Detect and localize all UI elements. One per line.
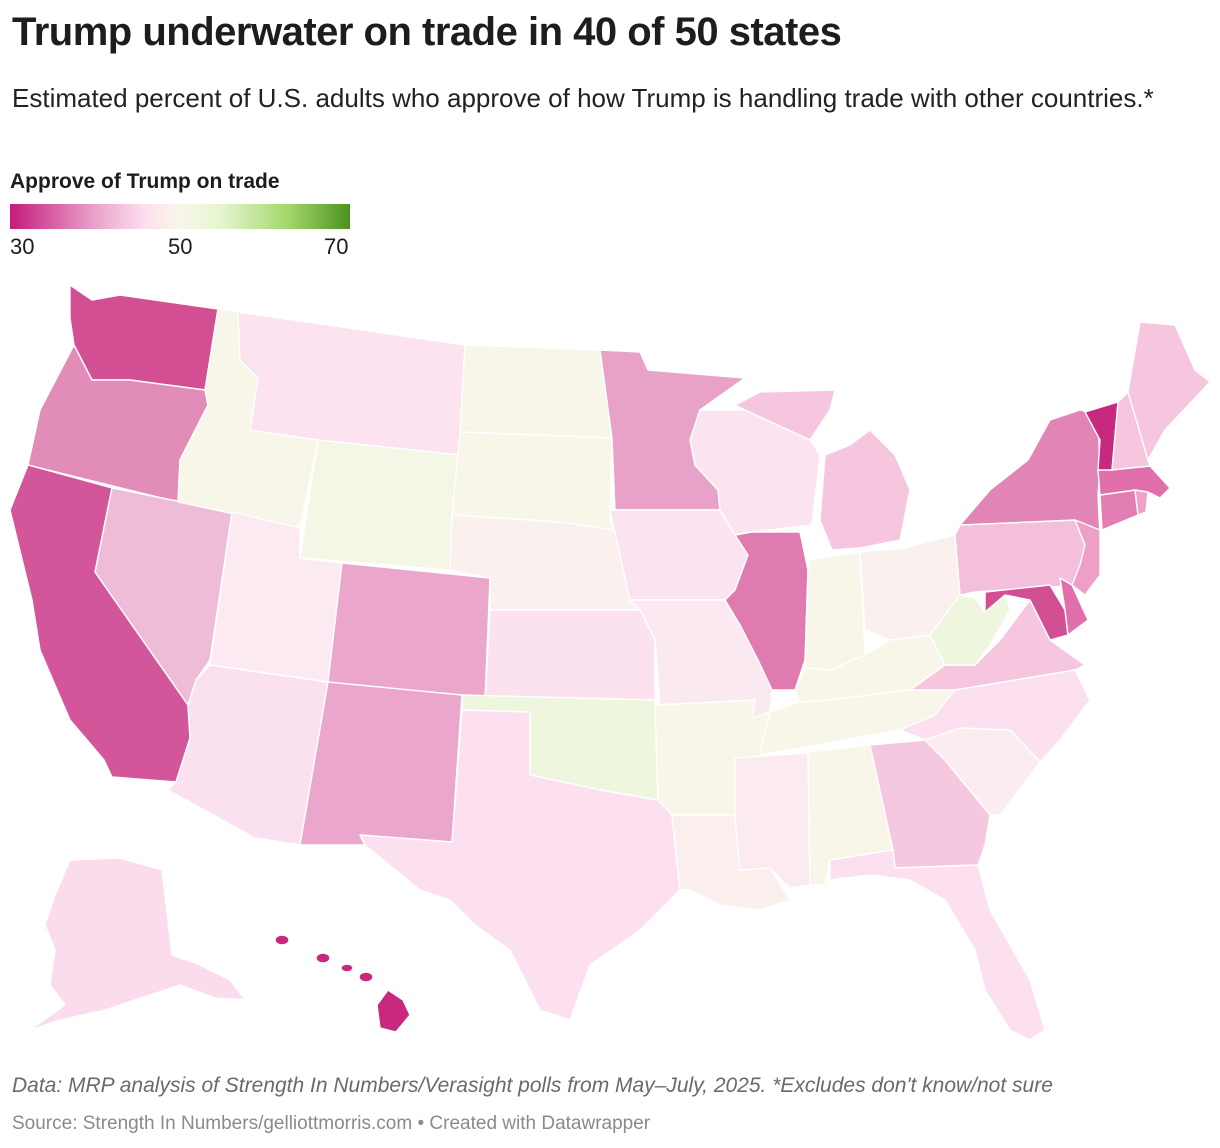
- state-CT[interactable]: [1099, 489, 1139, 531]
- state-DE[interactable]: [1059, 577, 1089, 636]
- state-ND[interactable]: [459, 344, 613, 439]
- state-WV[interactable]: [929, 594, 1011, 666]
- state-VT[interactable]: [1084, 401, 1119, 471]
- state-ME[interactable]: [1127, 321, 1211, 461]
- chart-title: Trump underwater on trade in 40 of 50 st…: [12, 10, 842, 54]
- us-state-map: [9, 284, 1211, 1041]
- state-RI[interactable]: [1134, 489, 1149, 516]
- state-AK[interactable]: [29, 857, 246, 1031]
- state-SD[interactable]: [451, 431, 616, 531]
- data-note: Data: MRP analysis of Strength In Number…: [12, 1074, 1053, 1097]
- state-MA[interactable]: [1097, 465, 1171, 499]
- legend-tick-30: 30: [10, 234, 35, 259]
- state-CO[interactable]: [327, 562, 491, 701]
- state-WY[interactable]: [299, 439, 461, 571]
- state-NM[interactable]: [299, 681, 463, 846]
- legend-color-bar: [10, 204, 350, 229]
- state-MD[interactable]: [984, 584, 1069, 641]
- state-MS[interactable]: [734, 752, 811, 889]
- state-NH[interactable]: [1111, 391, 1151, 471]
- state-HI[interactable]: [274, 934, 411, 1033]
- legend-tick-50: 50: [168, 234, 193, 259]
- state-WA[interactable]: [69, 284, 219, 391]
- state-FL[interactable]: [829, 849, 1046, 1041]
- state-MT[interactable]: [237, 311, 466, 456]
- chart-subtitle: Estimated percent of U.S. adults who app…: [12, 83, 1154, 113]
- state-IN[interactable]: [804, 551, 866, 671]
- state-KS[interactable]: [484, 609, 656, 701]
- legend-title: Approve of Trump on trade: [10, 170, 280, 193]
- state-NC[interactable]: [899, 669, 1091, 763]
- state-NJ[interactable]: [1071, 519, 1101, 596]
- state-IL[interactable]: [724, 531, 809, 691]
- legend-tick-70: 70: [324, 234, 349, 259]
- state-TX[interactable]: [359, 709, 681, 1021]
- state-MI[interactable]: [734, 389, 911, 551]
- source-line: Source: Strength In Numbers/gelliottmorr…: [12, 1113, 651, 1134]
